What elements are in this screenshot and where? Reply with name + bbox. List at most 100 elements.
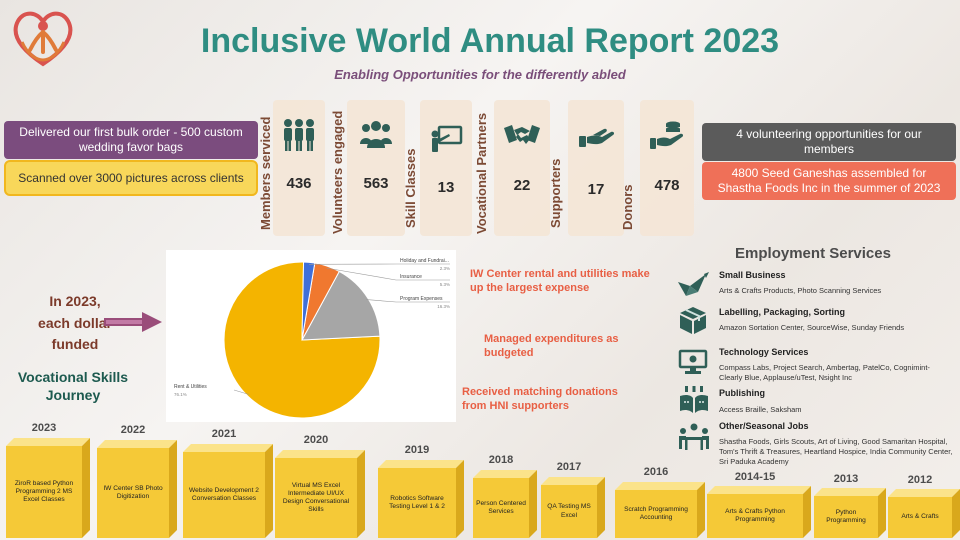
employment-name: Technology Services [719, 347, 809, 357]
cube-shape [378, 460, 464, 538]
timeline-year-block: Website Development 2 Conversation Class… [183, 444, 273, 538]
people-group-icon [273, 118, 325, 157]
cube-shape [183, 444, 273, 538]
timeline-year-block: Robotics Software Testing Level 1 & 2 [378, 460, 464, 538]
employment-title: Employment Services [735, 245, 891, 262]
pie-slice [301, 261, 316, 341]
volunteers-icon [347, 120, 405, 155]
journey-title-line: Journey [45, 386, 101, 403]
timeline-year-block: Person Centered Services [473, 470, 537, 538]
timeline-year-block: ZiroR based Python Programming 2 MS Exce… [6, 438, 90, 538]
cube-shape [814, 488, 886, 538]
teacher-board-icon [420, 124, 472, 159]
timeline-skills-text: Python Programming [826, 508, 866, 524]
cube-shape [97, 440, 177, 538]
origami-bird-icon [676, 272, 710, 303]
note-rental: IW Center rental and utilities make up t… [470, 268, 650, 294]
pie-label: Program Expenses [400, 296, 443, 302]
timeline-year-block: Arts & Crafts [888, 489, 960, 538]
handshake-icon [494, 122, 550, 155]
timeline-year-label: 2021 [211, 428, 237, 440]
expense-pie-chart: Rent & Utilities 76.1% Program Expenses 16.… [166, 250, 456, 422]
stat-value-volunteers: 563 [363, 175, 389, 192]
stat-card-skill-classes: 13 [420, 100, 472, 236]
timeline-skills-text: Arts & Crafts [901, 513, 939, 521]
employment-name: Labelling, Packaging, Sorting [719, 307, 846, 317]
timeline-skills-text: Arts & Crafts Python Programming [725, 507, 785, 523]
funding-lead-line: In 2023, [49, 293, 101, 309]
stat-label-supporters: Supporters [548, 158, 563, 228]
timeline-skills-text: Virtual MS Excel Intermediate UI/UX Desi… [282, 481, 350, 514]
stat-label-volunteers: Volunteers engaged [330, 110, 345, 234]
computer-monitor-icon [678, 349, 708, 380]
timeline-year-label: 2020 [303, 434, 329, 446]
pie-value-label: 5.3% [440, 282, 450, 287]
pie-svg: Rent & Utilities 76.1% Program Expenses 16.… [174, 258, 450, 419]
funding-lead-line: funded [51, 336, 99, 353]
stat-value-vocational-partners: 22 [513, 177, 531, 194]
pie-value-label: 16.3% [437, 304, 450, 309]
pie-value-label: 2.3% [440, 266, 450, 271]
timeline-skills-text: Scratch Programming Accounting [624, 505, 688, 521]
note-donations: Received matching donations from HNI sup… [462, 386, 618, 412]
callout-scanned-pictures: Scanned over 3000 pictures across client… [4, 160, 258, 196]
timeline-year-label: 2017 [556, 461, 582, 473]
journey-title-line: Vocational Skills [17, 369, 129, 385]
employment-name: Other/Seasonal Jobs [719, 421, 809, 431]
pie-value-label: 76.1% [174, 392, 187, 397]
cube-shape [473, 470, 537, 538]
stat-label-members: Members serviced [258, 116, 273, 230]
employment-desc: Shastha Foods, Girls Scouts, Art of Livi… [719, 437, 953, 466]
timeline-year-label: 2022 [120, 424, 146, 436]
timeline-year-block: IW Center SB Photo Digitization [97, 440, 177, 538]
stat-card-donors: 478 [640, 100, 694, 236]
stat-card-members: 436 [273, 100, 325, 236]
stat-label-skill-classes: Skill Classes [403, 148, 418, 229]
timeline-skills-text: Person Centered Services [476, 499, 526, 515]
timeline-year-label: 2014-15 [734, 471, 776, 483]
cube-shape [707, 486, 811, 538]
timeline-year-label: 2019 [404, 444, 430, 456]
stat-value-supporters: 17 [587, 181, 605, 198]
donation-coins-icon [640, 120, 694, 155]
employment-desc: Arts & Crafts Products, Photo Scanning S… [719, 286, 882, 295]
timeline-year-block: Python Programming [814, 488, 886, 538]
stat-value-skill-classes: 13 [437, 179, 455, 196]
stat-label-vocational-partners: Vocational Partners [474, 112, 489, 234]
cube-shape [275, 450, 365, 538]
pie-leader-line [233, 389, 250, 395]
open-book-icon [678, 386, 710, 419]
arrow-right-icon [104, 312, 162, 337]
employment-desc: Compass Labs, Project Search, Ambertag, … [719, 363, 930, 382]
timeline-year-label: 2012 [907, 474, 933, 486]
timeline-year-label: 2016 [643, 466, 669, 478]
heart-logo [8, 6, 78, 68]
team-meeting-icon [678, 423, 710, 456]
page-title: Inclusive World Annual Report 2023 [200, 22, 780, 60]
callout-bulk-order: Delivered our first bulk order - 500 cus… [4, 121, 258, 159]
package-box-icon [678, 305, 708, 340]
stat-label-donors: Donors [620, 184, 635, 231]
cube-shape [541, 477, 605, 538]
supporting-hand-icon [568, 126, 624, 153]
timeline-year-block: Arts & Crafts Python Programming [707, 486, 811, 538]
timeline-year-label: 2023 [31, 422, 57, 434]
stat-card-vocational-partners: 22 [494, 100, 550, 236]
pie-label: Holiday and Fundrai... [400, 258, 449, 264]
employment-name: Publishing [719, 388, 765, 398]
timeline-skills-text: QA Testing MS Excel [547, 503, 591, 519]
timeline-year-label: 2013 [833, 473, 859, 485]
timeline-year-block: QA Testing MS Excel [541, 477, 605, 538]
timeline-skills-text: IW Center SB Photo Digitization [103, 484, 163, 500]
pie-leader-line [326, 267, 450, 281]
journey-title: Vocational Skills Journey [8, 369, 138, 404]
page-subtitle: Enabling Opportunities for the different… [334, 67, 626, 82]
timeline-skills-text: Robotics Software Testing Level 1 & 2 [389, 494, 445, 510]
stat-value-donors: 478 [654, 177, 680, 194]
note-budgeted: Managed expenditures as budgeted [484, 333, 619, 359]
employment-desc: Access Braille, Saksham [719, 405, 802, 414]
funding-lead: In 2023, each dollar funded [10, 291, 140, 356]
timeline-year-block: Scratch Programming Accounting [615, 482, 705, 538]
cube-shape [888, 489, 960, 538]
callout-seed-ganeshas: 4800 Seed Ganeshas assembled for Shastha… [702, 162, 956, 200]
